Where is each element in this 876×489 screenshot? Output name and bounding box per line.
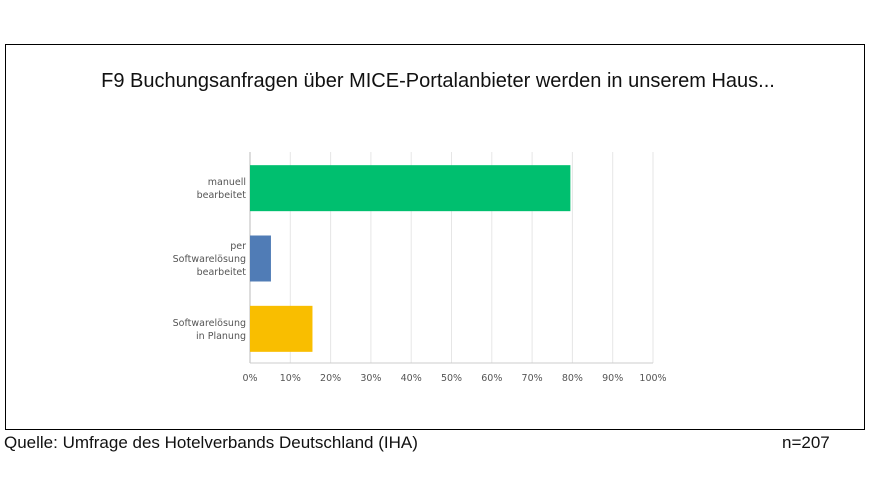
x-tick-label: 0% — [242, 373, 257, 384]
chart-frame — [5, 44, 865, 430]
sample-size: n=207 — [782, 433, 830, 452]
x-tick-label: 30% — [360, 373, 381, 384]
x-tick-label: 50% — [441, 373, 462, 384]
bar — [250, 235, 271, 282]
bar — [250, 165, 571, 212]
x-tick-label: 60% — [481, 373, 502, 384]
x-tick-label: 10% — [280, 373, 301, 384]
x-tick-label: 70% — [522, 373, 543, 384]
source-note: Quelle: Umfrage des Hotelverbands Deutsc… — [4, 433, 418, 452]
x-tick-label: 80% — [562, 373, 583, 384]
category-label: Softwarelösung in Planung — [173, 318, 246, 342]
category-label: manuell bearbeitet — [197, 177, 247, 201]
x-tick-label: 40% — [401, 373, 422, 384]
x-tick-label: 100% — [639, 373, 666, 384]
category-label: per Softwarelösung bearbeitet — [173, 241, 247, 278]
x-tick-label: 90% — [602, 373, 623, 384]
bar — [250, 305, 313, 352]
chart-title: F9 Buchungsanfragen über MICE-Portalanbi… — [101, 70, 775, 92]
x-tick-label: 20% — [320, 373, 341, 384]
